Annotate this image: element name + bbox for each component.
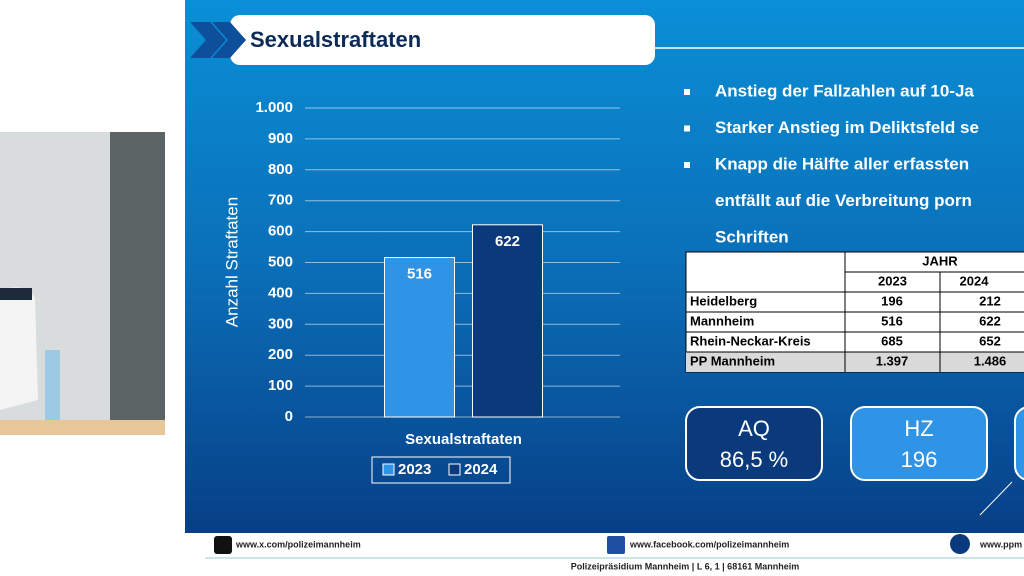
y-tick-label: 0	[285, 408, 293, 425]
bar	[384, 257, 455, 418]
table-column-header: 2023	[878, 273, 907, 288]
footer	[185, 533, 1024, 576]
kpi-label: HZ	[904, 416, 933, 441]
chevrons	[190, 22, 246, 58]
y-tick-label: 600	[268, 223, 293, 240]
legend-label[interactable]: 2024	[464, 461, 498, 478]
legend-swatch	[382, 463, 395, 476]
y-tick-label: 900	[268, 130, 293, 147]
kpi-box	[850, 406, 988, 481]
table-cell: Mannheim	[690, 313, 754, 328]
table-cell: 196	[881, 293, 903, 308]
value-label: 622	[495, 233, 520, 250]
table-cell: 685	[881, 333, 903, 348]
table: JAHR 2023 2024 Heidelberg 196 212 Mannheim 516 6…	[685, 251, 1024, 373]
y-tick-label: 1.000	[255, 99, 293, 116]
bullet-marker	[684, 162, 690, 168]
y-tick-label: 200	[268, 346, 293, 363]
slide-title: Sexualstraftaten	[250, 27, 421, 52]
webcam	[0, 132, 165, 435]
table-group-header: JAHR	[922, 253, 958, 268]
table-cell: PP Mannheim	[690, 353, 775, 368]
value-label: 516	[407, 266, 432, 283]
table-column-header: 2024	[960, 273, 990, 288]
table-cell: 622	[979, 313, 1001, 328]
table-cell: 516	[881, 313, 903, 328]
home-icon	[950, 534, 970, 554]
title-banner	[230, 15, 655, 65]
bullets: Anstieg der Fallzahlen auf 10-Ja Starker …	[684, 81, 979, 246]
table-cell: Rhein-Neckar-Kreis	[690, 333, 811, 348]
legend-box	[371, 456, 511, 484]
bullet-marker	[684, 89, 690, 95]
legend-swatch	[448, 463, 461, 476]
bullet-text: Anstieg der Fallzahlen auf 10-Ja	[715, 81, 974, 100]
table-cell: 212	[979, 293, 1001, 308]
table-cell: 1.397	[876, 353, 909, 368]
bar	[472, 224, 543, 418]
table-cell: 652	[979, 333, 1001, 348]
y-tick-label: 700	[268, 192, 293, 209]
bullet-text: entfällt auf die Verbreitung porn	[715, 191, 972, 210]
y-tick-label: 800	[268, 161, 293, 178]
legend-label[interactable]: 2023	[398, 461, 431, 478]
y-tick-label: 400	[268, 284, 293, 301]
bullet-text: Knapp die Hälfte aller erfassten	[715, 154, 969, 173]
footer-address: Polizeipräsidium Mannheim | L 6, 1 | 681…	[571, 561, 799, 571]
kpi-box	[685, 406, 823, 481]
y-tick-label: 500	[268, 253, 293, 270]
bullet-text: Starker Anstieg im Deliktsfeld se	[715, 118, 979, 137]
table-cell: Heidelberg	[690, 293, 757, 308]
bullet-text: Schriften	[715, 227, 789, 246]
x-tick-label: Sexualstraftaten	[405, 431, 522, 448]
bullet-marker	[684, 125, 690, 132]
footer-web[interactable]: www.ppm	[979, 539, 1022, 549]
y-tick-label: 300	[268, 315, 293, 332]
y-axis-label: Anzahl Straftaten	[222, 197, 241, 327]
x-icon	[214, 536, 232, 554]
connector	[979, 481, 1013, 516]
table-cell: 1.486	[974, 353, 1007, 368]
kpi-box	[1014, 406, 1024, 481]
kpi-label: AQ	[738, 416, 770, 441]
kpi-value: 196	[901, 447, 938, 472]
footer-facebook[interactable]: www.facebook.com/polizeimannheim	[629, 539, 789, 549]
kpi-value: 86,5 %	[720, 447, 789, 472]
y-tick-label: 100	[268, 377, 293, 394]
chart: Anzahl Straftaten 0 100 200 300 400 500 600 700…	[222, 99, 620, 484]
footer-x[interactable]: www.x.com/polizeimannheim	[235, 539, 361, 549]
kpis: AQ 86,5 % HZ 196	[685, 406, 1024, 516]
facebook-icon	[607, 536, 625, 554]
